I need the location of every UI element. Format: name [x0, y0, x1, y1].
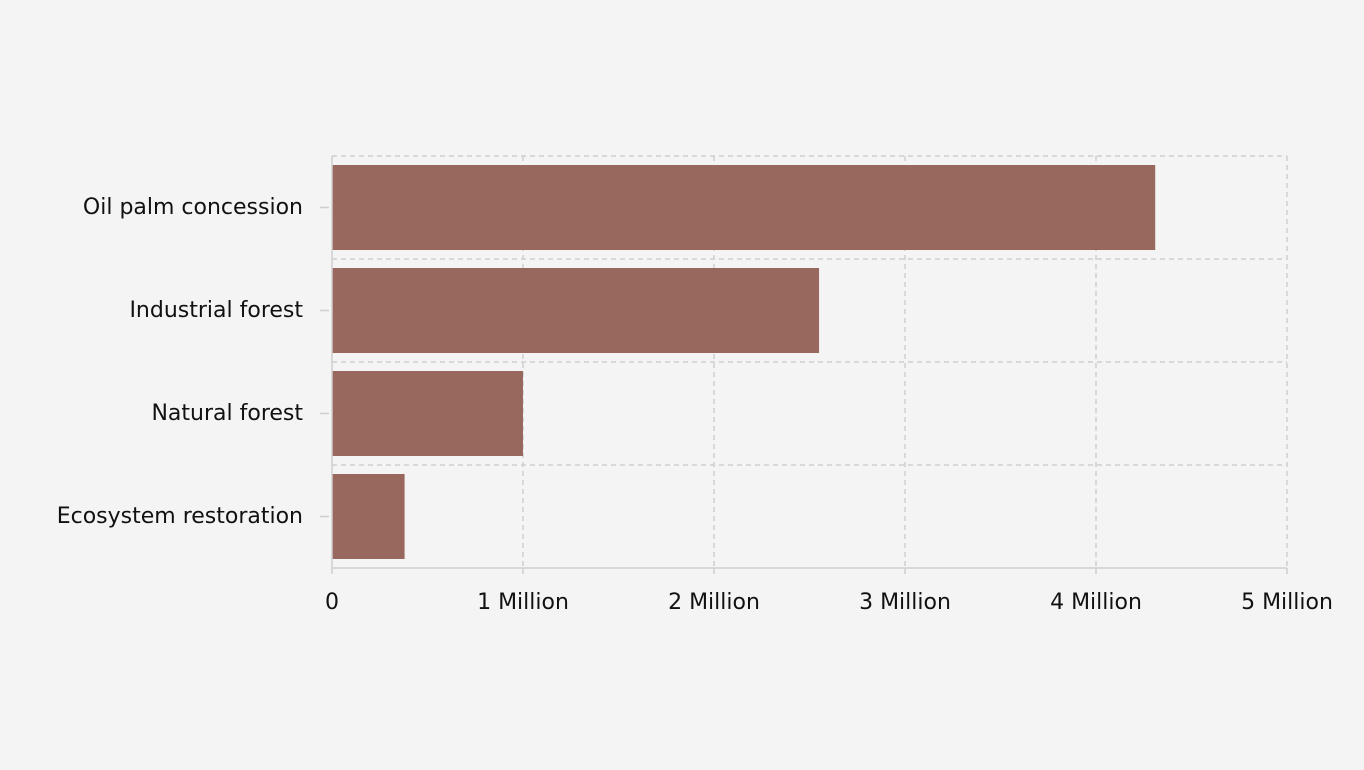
- bars: [332, 165, 1156, 559]
- y-tick-label: Ecosystem restoration: [57, 504, 303, 529]
- bar-industrial-forest: [332, 268, 820, 353]
- axes: Oil palm concession Industrial forest Natu…: [57, 156, 1333, 615]
- y-tick-label: Natural forest: [151, 401, 303, 426]
- bar-oil-palm-concession: [332, 165, 1156, 250]
- y-tick-label: Oil palm concession: [83, 195, 303, 220]
- bar-ecosystem-restoration: [332, 474, 405, 559]
- x-tick-label: 5 Million: [1241, 590, 1333, 615]
- x-tick-label: 1 Million: [477, 590, 569, 615]
- grid: [332, 155, 1288, 568]
- x-tick-label: 3 Million: [859, 590, 951, 615]
- bar-natural-forest: [332, 371, 523, 456]
- x-tick-label: 0: [325, 590, 339, 615]
- x-tick-label: 2 Million: [668, 590, 760, 615]
- y-tick-label: Industrial forest: [129, 298, 303, 323]
- x-tick-label: 4 Million: [1050, 590, 1142, 615]
